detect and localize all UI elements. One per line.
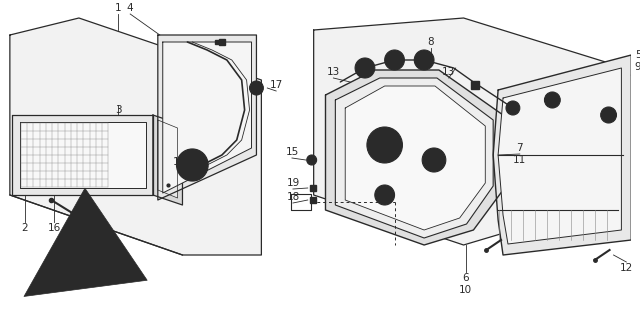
Circle shape xyxy=(414,50,434,70)
Circle shape xyxy=(307,155,317,165)
Circle shape xyxy=(548,96,556,104)
Text: 18: 18 xyxy=(286,192,300,202)
Polygon shape xyxy=(10,18,261,255)
Text: 14: 14 xyxy=(173,157,186,167)
Text: 19: 19 xyxy=(286,178,300,188)
Circle shape xyxy=(601,107,616,123)
Text: 12: 12 xyxy=(620,263,633,273)
Circle shape xyxy=(422,148,446,172)
Circle shape xyxy=(385,50,404,70)
Text: 3: 3 xyxy=(115,105,122,115)
Circle shape xyxy=(184,156,201,174)
Circle shape xyxy=(360,63,370,73)
Text: FR.: FR. xyxy=(91,267,111,277)
Circle shape xyxy=(355,58,375,78)
Polygon shape xyxy=(20,122,146,188)
Circle shape xyxy=(250,81,263,95)
Text: 11: 11 xyxy=(513,155,527,165)
Text: 9: 9 xyxy=(635,62,640,72)
Text: 10: 10 xyxy=(459,285,472,295)
Circle shape xyxy=(506,101,520,115)
Circle shape xyxy=(545,92,560,108)
Polygon shape xyxy=(158,120,177,198)
Polygon shape xyxy=(314,18,631,245)
Text: 15: 15 xyxy=(285,147,299,157)
Circle shape xyxy=(177,149,208,181)
Circle shape xyxy=(605,111,612,119)
Text: 7: 7 xyxy=(516,143,523,153)
Polygon shape xyxy=(498,68,621,244)
Text: 8: 8 xyxy=(428,37,435,47)
Text: 1: 1 xyxy=(115,3,122,13)
Polygon shape xyxy=(335,78,493,238)
Text: 13: 13 xyxy=(442,67,456,77)
Polygon shape xyxy=(345,86,485,230)
Circle shape xyxy=(367,127,403,163)
Text: 6: 6 xyxy=(462,273,469,283)
Polygon shape xyxy=(158,35,257,200)
Polygon shape xyxy=(163,42,252,193)
Polygon shape xyxy=(326,70,503,245)
Circle shape xyxy=(390,55,399,65)
Polygon shape xyxy=(12,115,153,195)
Text: 16: 16 xyxy=(47,223,61,233)
Polygon shape xyxy=(291,194,310,210)
Circle shape xyxy=(419,55,429,65)
Text: 13: 13 xyxy=(327,67,340,77)
Text: 2: 2 xyxy=(21,223,28,233)
Text: 4: 4 xyxy=(127,3,134,13)
Polygon shape xyxy=(153,115,182,205)
Circle shape xyxy=(375,185,394,205)
Circle shape xyxy=(427,153,441,167)
Circle shape xyxy=(375,135,394,155)
Polygon shape xyxy=(493,55,631,255)
Text: 17: 17 xyxy=(269,80,283,90)
Text: 5: 5 xyxy=(635,50,640,60)
